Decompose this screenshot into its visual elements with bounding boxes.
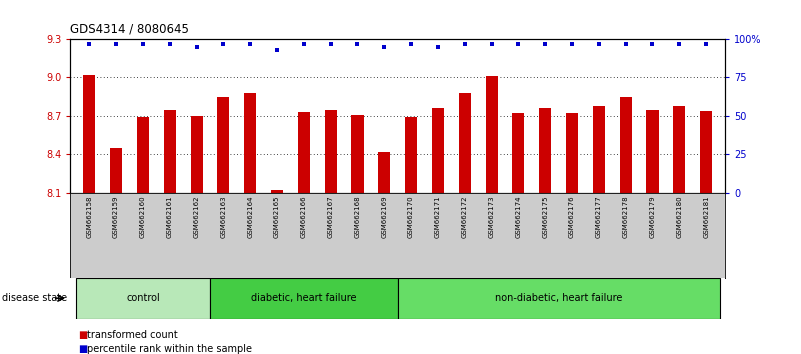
Text: GSM662166: GSM662166	[301, 195, 307, 238]
Bar	[405, 117, 417, 193]
Text: GSM662181: GSM662181	[703, 195, 709, 238]
Point	[566, 41, 578, 46]
Text: ■: ■	[78, 344, 88, 354]
Text: GSM662178: GSM662178	[622, 195, 629, 238]
Text: percentile rank within the sample: percentile rank within the sample	[87, 344, 252, 354]
Text: disease state: disease state	[2, 293, 67, 303]
Point	[351, 41, 364, 46]
Bar	[646, 109, 658, 193]
Text: GSM662177: GSM662177	[596, 195, 602, 238]
Text: GSM662170: GSM662170	[408, 195, 414, 238]
Bar	[620, 97, 632, 193]
Text: GSM662164: GSM662164	[248, 195, 253, 238]
Bar	[674, 106, 686, 193]
Bar	[210, 278, 397, 319]
Bar	[163, 109, 175, 193]
Text: GSM662168: GSM662168	[355, 195, 360, 238]
Bar	[397, 278, 719, 319]
Text: GSM662174: GSM662174	[515, 195, 521, 238]
Point	[432, 44, 445, 50]
Text: transformed count: transformed count	[87, 330, 177, 339]
Bar	[137, 117, 149, 193]
Point	[163, 41, 176, 46]
Point	[700, 41, 713, 46]
Bar	[352, 115, 364, 193]
Bar	[378, 152, 390, 193]
Point	[83, 41, 95, 46]
Bar	[324, 109, 336, 193]
Text: GSM662162: GSM662162	[194, 195, 199, 238]
Point	[673, 41, 686, 46]
Bar	[513, 113, 525, 193]
Point	[458, 41, 471, 46]
Point	[619, 41, 632, 46]
Bar	[539, 108, 551, 193]
Bar	[271, 190, 283, 193]
Bar	[110, 148, 122, 193]
Point	[485, 41, 498, 46]
Point	[217, 41, 230, 46]
Text: GSM662171: GSM662171	[435, 195, 441, 238]
Text: GSM662175: GSM662175	[542, 195, 548, 238]
Text: GSM662167: GSM662167	[328, 195, 334, 238]
Text: GSM662180: GSM662180	[676, 195, 682, 238]
Point	[324, 41, 337, 46]
Text: GDS4314 / 8080645: GDS4314 / 8080645	[70, 22, 189, 35]
Point	[378, 44, 391, 50]
Point	[405, 41, 417, 46]
Point	[190, 44, 203, 50]
Bar	[485, 76, 497, 193]
Bar	[244, 93, 256, 193]
Text: GSM662163: GSM662163	[220, 195, 227, 238]
Point	[512, 41, 525, 46]
Text: GSM662173: GSM662173	[489, 195, 494, 238]
Text: diabetic, heart failure: diabetic, heart failure	[251, 293, 356, 303]
Bar	[83, 75, 95, 193]
Bar	[566, 113, 578, 193]
Point	[136, 41, 149, 46]
Text: GSM662158: GSM662158	[87, 195, 92, 238]
Bar	[432, 108, 444, 193]
Text: GSM662160: GSM662160	[140, 195, 146, 238]
Bar	[298, 112, 310, 193]
Text: GSM662165: GSM662165	[274, 195, 280, 238]
Text: GSM662161: GSM662161	[167, 195, 173, 238]
Point	[646, 41, 659, 46]
Point	[297, 41, 310, 46]
Text: ■: ■	[78, 330, 88, 339]
Text: GSM662176: GSM662176	[569, 195, 575, 238]
Point	[539, 41, 552, 46]
Text: control: control	[126, 293, 159, 303]
Text: GSM662172: GSM662172	[461, 195, 468, 238]
Bar	[76, 278, 210, 319]
Bar	[217, 97, 229, 193]
Bar	[593, 106, 605, 193]
Point	[593, 41, 606, 46]
Bar	[459, 93, 471, 193]
Bar	[700, 111, 712, 193]
Text: GSM662159: GSM662159	[113, 195, 119, 238]
Point	[244, 41, 256, 46]
Point	[271, 47, 284, 52]
Text: GSM662169: GSM662169	[381, 195, 388, 238]
Bar	[191, 116, 203, 193]
Text: non-diabetic, heart failure: non-diabetic, heart failure	[495, 293, 622, 303]
Text: GSM662179: GSM662179	[650, 195, 655, 238]
Point	[110, 41, 123, 46]
